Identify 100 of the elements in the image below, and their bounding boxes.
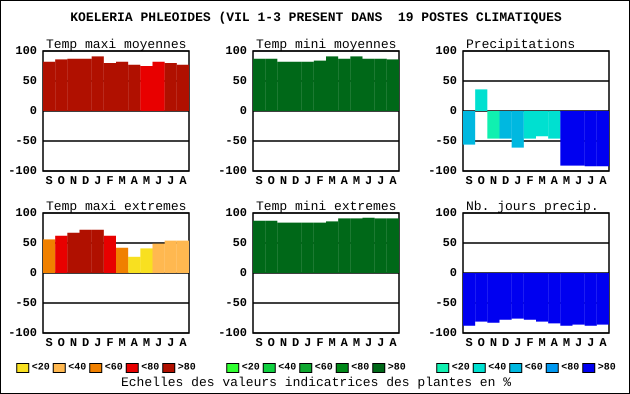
- x-tick-label: S: [255, 174, 263, 188]
- x-tick-label: F: [106, 174, 114, 188]
- x-tick-label: N: [70, 336, 78, 350]
- y-tick-label: 50: [232, 236, 247, 250]
- y-tick-label: 50: [232, 74, 247, 88]
- x-tick-label: J: [364, 174, 372, 188]
- x-tick-label: J: [304, 174, 312, 188]
- x-tick-label: J: [574, 336, 582, 350]
- y-tick-label: 0: [240, 104, 247, 118]
- x-tick-label: J: [587, 336, 594, 350]
- x-tick-label: O: [478, 336, 485, 350]
- chart-title: Nb. jours precip.: [466, 199, 599, 214]
- x-tick-label: F: [106, 336, 114, 350]
- x-tick-label: J: [304, 336, 312, 350]
- y-tick-label: -100: [218, 164, 247, 178]
- x-tick-label: O: [268, 336, 275, 350]
- x-tick-label: A: [130, 336, 139, 350]
- y-tick-label: 0: [450, 104, 457, 118]
- x-tick-label: N: [70, 174, 78, 188]
- x-tick-label: F: [316, 174, 324, 188]
- x-tick-label: S: [45, 336, 53, 350]
- x-tick-label: M: [328, 336, 336, 350]
- x-tick-label: F: [316, 336, 324, 350]
- x-tick-label: M: [352, 174, 360, 188]
- x-tick-label: M: [352, 336, 360, 350]
- x-tick-label: J: [377, 336, 384, 350]
- x-tick-label: A: [550, 336, 559, 350]
- x-tick-label: J: [587, 174, 594, 188]
- x-tick-label: J: [154, 336, 162, 350]
- y-tick-label: 100: [15, 206, 37, 220]
- legend-label: <80: [141, 362, 160, 374]
- y-tick-label: -100: [428, 164, 457, 178]
- x-tick-label: A: [599, 174, 608, 188]
- legend-label: <40: [278, 362, 296, 374]
- x-tick-label: J: [377, 174, 384, 188]
- legend-label: <20: [32, 362, 50, 374]
- x-tick-label: M: [142, 336, 150, 350]
- x-tick-label: A: [389, 336, 398, 350]
- y-tick-label: 100: [435, 206, 457, 220]
- y-tick-label: 50: [22, 74, 37, 88]
- x-tick-label: N: [490, 174, 498, 188]
- x-tick-label: S: [465, 174, 473, 188]
- x-tick-label: D: [502, 336, 510, 350]
- x-tick-label: N: [280, 336, 288, 350]
- x-tick-label: A: [179, 174, 188, 188]
- x-tick-label: D: [292, 336, 300, 350]
- text: Echelles des valeurs indicatrices des plantes en %: [120, 375, 512, 390]
- x-tick-label: A: [179, 336, 188, 350]
- x-tick-label: D: [82, 174, 90, 188]
- x-tick-label: J: [364, 336, 372, 350]
- y-tick-label: 50: [442, 236, 457, 250]
- y-tick-label: -100: [8, 326, 37, 340]
- x-tick-label: D: [82, 336, 90, 350]
- x-tick-label: J: [94, 336, 102, 350]
- legend-label: <60: [104, 362, 123, 374]
- legend-label: >80: [388, 362, 406, 374]
- legend-label: >80: [598, 362, 616, 374]
- chart-title: Precipitations: [466, 37, 576, 52]
- y-tick-label: 100: [15, 44, 37, 58]
- y-tick-label: -100: [8, 164, 37, 178]
- x-tick-label: J: [167, 174, 174, 188]
- x-tick-label: F: [526, 174, 534, 188]
- x-tick-label: A: [389, 174, 398, 188]
- x-tick-label: F: [526, 336, 534, 350]
- chart-title: Temp maxi extremes: [46, 199, 186, 214]
- x-tick-label: M: [328, 174, 336, 188]
- x-tick-label: A: [550, 174, 559, 188]
- legend-label: <80: [351, 362, 370, 374]
- legend-label: >80: [178, 362, 196, 374]
- x-tick-label: M: [118, 174, 126, 188]
- x-tick-label: D: [502, 174, 510, 188]
- x-tick-label: J: [154, 174, 162, 188]
- y-tick-label: -50: [225, 296, 247, 310]
- legend-label: <20: [242, 362, 260, 374]
- x-tick-label: N: [490, 336, 498, 350]
- x-tick-label: J: [167, 336, 174, 350]
- x-tick-label: J: [94, 174, 102, 188]
- x-tick-label: O: [58, 174, 65, 188]
- x-tick-label: J: [514, 336, 522, 350]
- x-tick-label: O: [268, 174, 275, 188]
- chart-title: Temp mini moyennes: [256, 37, 396, 52]
- legend-label: <80: [561, 362, 580, 374]
- y-tick-label: 50: [442, 74, 457, 88]
- y-tick-label: -100: [428, 326, 457, 340]
- x-tick-label: M: [142, 174, 150, 188]
- y-tick-label: 100: [225, 44, 247, 58]
- x-tick-label: M: [562, 174, 570, 188]
- x-tick-label: A: [130, 174, 139, 188]
- text: KOELERIA PHLEOIDES (VIL 1-3 PRESENT DANS 19 POSTES CLIMATIQUES: [69, 10, 563, 25]
- chart-title: Temp maxi moyennes: [46, 37, 186, 52]
- x-tick-label: M: [538, 174, 546, 188]
- legend-label: <40: [488, 362, 506, 374]
- x-tick-label: D: [292, 174, 300, 188]
- y-tick-label: -50: [15, 134, 37, 148]
- y-tick-label: -50: [15, 296, 37, 310]
- x-tick-label: O: [58, 336, 65, 350]
- x-tick-label: M: [562, 336, 570, 350]
- legend-label: <60: [524, 362, 543, 374]
- x-tick-label: J: [574, 174, 582, 188]
- x-tick-label: M: [538, 336, 546, 350]
